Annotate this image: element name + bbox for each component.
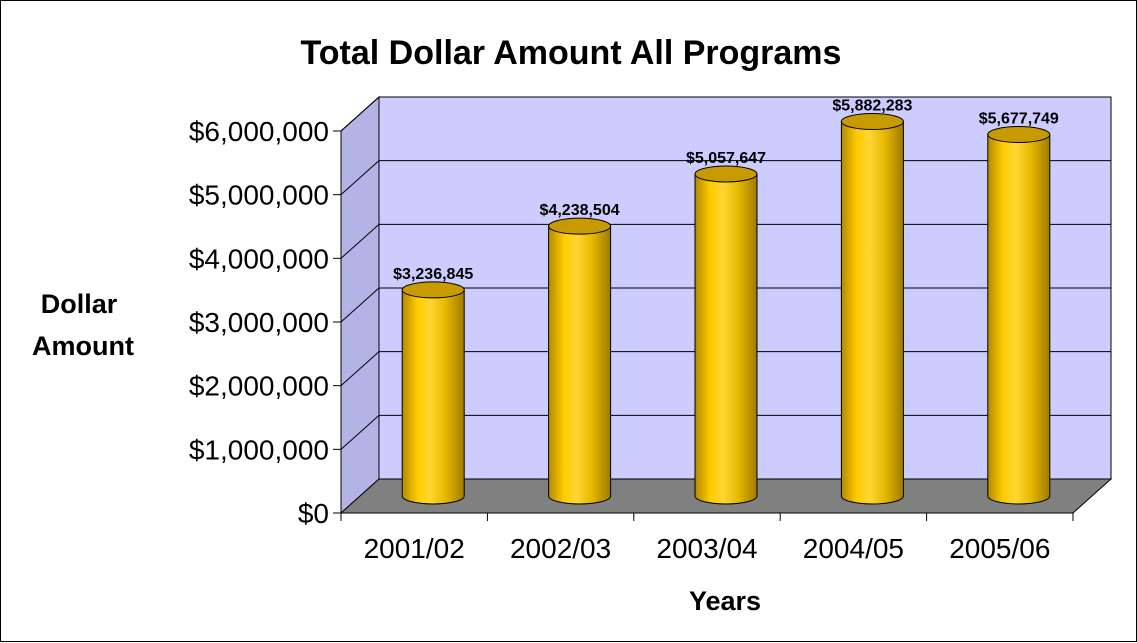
gridline-side [340, 287, 380, 323]
gridline-side [340, 160, 380, 196]
bar: $5,057,647 [686, 150, 766, 505]
y-tick-label: $4,000,000 [189, 243, 329, 274]
data-label: $5,677,749 [979, 111, 1059, 128]
x-tick-label: 2005/06 [949, 533, 1050, 564]
bar-top [987, 126, 1051, 144]
gridline-side [340, 223, 380, 259]
x-tick-label: 2003/04 [656, 533, 757, 564]
y-tick-label: $5,000,000 [189, 180, 329, 211]
tick-labels: $0 $1,000,000 $2,000,000 $3,000,000 $4,000,0… [189, 116, 1051, 564]
data-label: $3,236,845 [393, 266, 473, 283]
y-axis-label-line2: Amount [32, 331, 134, 361]
data-label: $4,238,504 [540, 202, 620, 219]
bar-body [987, 134, 1051, 505]
x-axis-label: Years [689, 586, 761, 616]
bar-top [548, 217, 612, 235]
gridline-side [340, 96, 380, 132]
data-label: $5,057,647 [686, 150, 766, 167]
bar: $4,238,504 [540, 202, 620, 505]
x-axis [340, 512, 1074, 521]
y-tick-label: $3,000,000 [189, 307, 329, 338]
bar: $5,882,283 [832, 97, 913, 505]
bar-body [840, 120, 904, 505]
y-axis-label-line1: Dollar [41, 289, 118, 319]
data-label: $5,882,283 [832, 97, 912, 114]
bar-body [548, 225, 612, 505]
y-tick-label: $0 [298, 498, 329, 529]
bar: $5,677,749 [979, 111, 1059, 505]
y-tick-label: $6,000,000 [189, 116, 329, 147]
chart-title: Total Dollar Amount All Programs [301, 34, 842, 72]
x-tick-label: 2004/05 [803, 533, 904, 564]
bar: $3,236,845 [393, 266, 473, 505]
y-tick-label: $1,000,000 [189, 434, 329, 465]
gridline-side [340, 414, 380, 450]
bar-body [694, 173, 758, 505]
bars: $3,236,845 $4,238,504 $5,057,647 $5,882,283… [393, 97, 1059, 505]
bar-top [401, 281, 465, 299]
y-tick-label: $2,000,000 [189, 371, 329, 402]
bar-top [840, 112, 904, 130]
y-axis [333, 130, 342, 514]
gridline-side [340, 351, 380, 387]
bar-top [694, 165, 758, 183]
bar-body [401, 289, 465, 505]
x-tick-label: 2001/02 [364, 533, 465, 564]
x-tick-label: 2002/03 [510, 533, 611, 564]
